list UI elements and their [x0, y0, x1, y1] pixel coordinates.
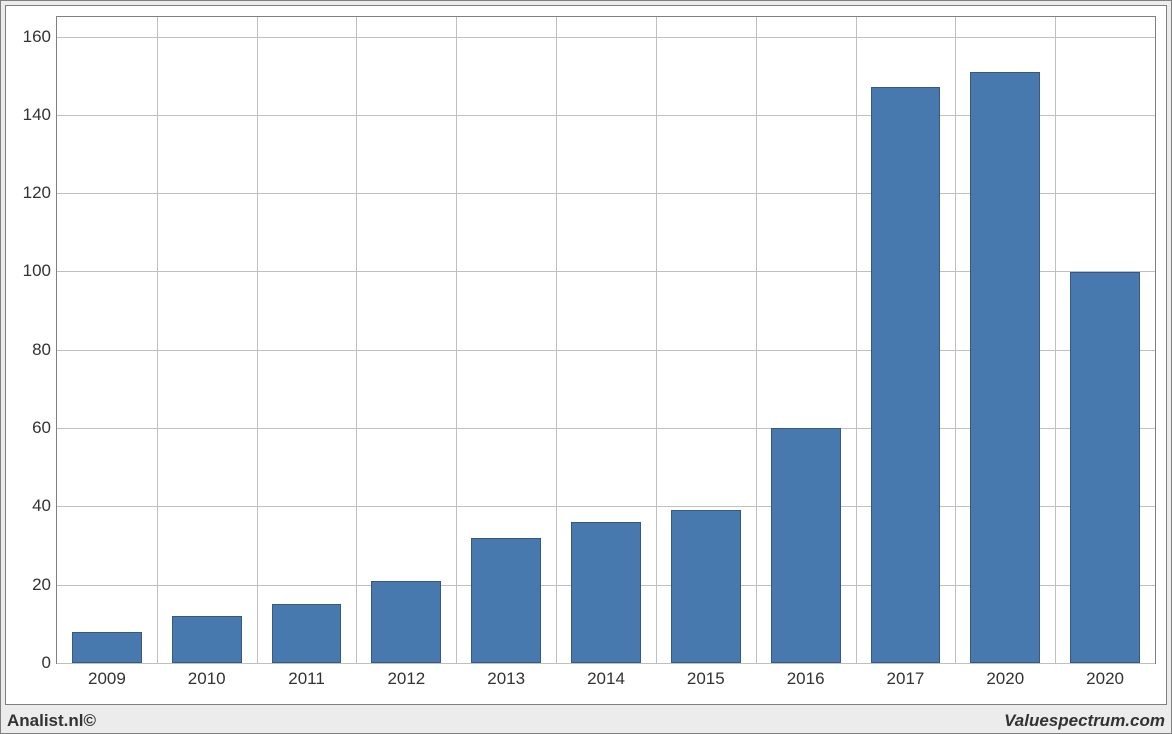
bar [771, 428, 841, 663]
gridline-horizontal [57, 37, 1155, 38]
gridline-vertical [1055, 17, 1056, 663]
x-axis-tick-label: 2010 [188, 669, 226, 689]
plot-area: 0204060801001201401602009201020112012201… [56, 16, 1156, 664]
bar [471, 538, 541, 663]
gridline-vertical [756, 17, 757, 663]
bar [272, 604, 342, 663]
gridline-vertical [656, 17, 657, 663]
y-axis-tick-label: 20 [32, 575, 51, 595]
y-axis-tick-label: 120 [23, 183, 51, 203]
chart-inner: 0 20 40 60 80 100 120 140 160 2009 2010 2011 2012 201… [5, 5, 1167, 705]
bar [671, 510, 741, 663]
y-axis-tick-label: 60 [32, 418, 51, 438]
footer-left-text: Analist.nl© [7, 711, 96, 731]
y-axis-tick-label: 100 [23, 261, 51, 281]
bar [871, 87, 941, 663]
gridline-vertical [955, 17, 956, 663]
bar [371, 581, 441, 663]
x-axis-tick-label: 2015 [687, 669, 725, 689]
x-axis-tick-label: 2012 [387, 669, 425, 689]
gridline-vertical [157, 17, 158, 663]
bar [571, 522, 641, 663]
x-axis-tick-label: 2016 [787, 669, 825, 689]
gridline-vertical [356, 17, 357, 663]
y-axis-tick-label: 140 [23, 105, 51, 125]
footer-right-text: Valuespectrum.com [1004, 711, 1165, 731]
gridline-vertical [257, 17, 258, 663]
gridline-vertical [456, 17, 457, 663]
y-axis-tick-label: 80 [32, 340, 51, 360]
y-axis-tick-label: 160 [23, 27, 51, 47]
x-axis-tick-label: 2013 [487, 669, 525, 689]
x-axis-tick-label: 2011 [288, 669, 325, 689]
bar [172, 616, 242, 663]
x-axis-tick-label: 2020 [986, 669, 1024, 689]
gridline-vertical [856, 17, 857, 663]
chart-frame: 0 20 40 60 80 100 120 140 160 2009 2010 2011 2012 201… [0, 0, 1172, 734]
x-axis-tick-label: 2020 [1086, 669, 1124, 689]
bar [970, 72, 1040, 663]
x-axis-tick-label: 2017 [887, 669, 925, 689]
gridline-horizontal [57, 663, 1155, 664]
x-axis-tick-label: 2014 [587, 669, 625, 689]
x-axis-tick-label: 2009 [88, 669, 126, 689]
y-axis-tick-label: 40 [32, 496, 51, 516]
bar [72, 632, 142, 663]
footer: Analist.nl© Valuespectrum.com [5, 709, 1167, 731]
bar [1070, 272, 1140, 664]
y-axis-tick-label: 0 [42, 653, 51, 673]
gridline-vertical [556, 17, 557, 663]
